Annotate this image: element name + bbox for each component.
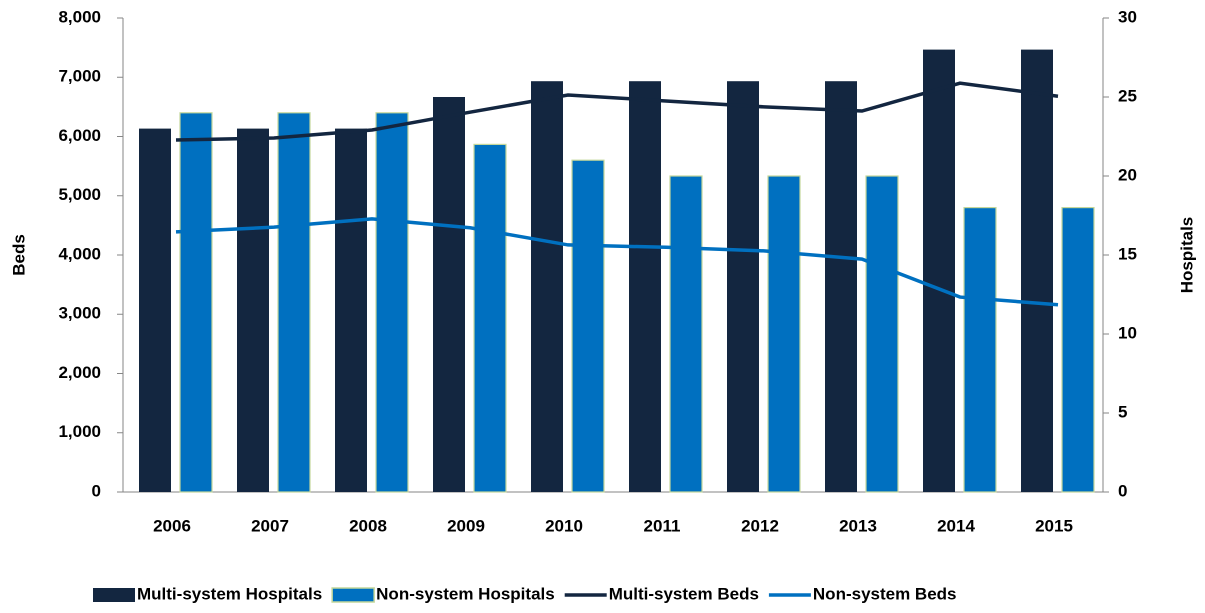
y-tick-label: 1,000 [58, 422, 101, 441]
legend-swatch [331, 587, 375, 603]
x-tick-label: 2007 [251, 516, 289, 535]
legend-label: Non-system Beds [813, 584, 957, 603]
y2-tick-label: 20 [1118, 165, 1137, 184]
y-tick-label: 8,000 [58, 7, 101, 26]
bar [571, 159, 605, 493]
y-axis-title: Beds [9, 234, 28, 276]
bar [865, 175, 899, 493]
y2-tick-label: 30 [1118, 7, 1137, 26]
bar [1021, 49, 1053, 492]
bar [531, 81, 563, 492]
y2-tick-label: 0 [1118, 481, 1127, 500]
bar [237, 128, 269, 492]
y-tick-label: 6,000 [58, 126, 101, 145]
x-tick-label: 2013 [839, 516, 877, 535]
x-tick-label: 2014 [937, 516, 975, 535]
bar [629, 81, 661, 492]
y-tick-label: 3,000 [58, 304, 101, 323]
bar [433, 97, 465, 492]
line [175, 81, 1059, 142]
bar [473, 143, 507, 493]
y-tick-label: 2,000 [58, 363, 101, 382]
bar [669, 175, 703, 493]
x-tick-label: 2008 [349, 516, 387, 535]
bar [923, 49, 955, 492]
x-tick-label: 2011 [644, 516, 681, 535]
legend-swatch [93, 588, 135, 602]
y-tick-label: 4,000 [58, 244, 101, 263]
bar [963, 207, 997, 493]
bar [825, 81, 857, 492]
x-tick-label: 2015 [1035, 516, 1073, 535]
y2-tick-label: 15 [1118, 244, 1137, 263]
x-tick-label: 2012 [741, 516, 779, 535]
y2-axis-title: Hospitals [1177, 217, 1196, 294]
y-tick-label: 0 [92, 481, 101, 500]
line [175, 217, 1059, 307]
bar [139, 128, 171, 492]
y2-tick-label: 10 [1118, 323, 1137, 342]
bar [277, 112, 311, 493]
bar [335, 128, 367, 492]
legend-label: Non-system Hospitals [376, 584, 555, 603]
bar [1061, 207, 1095, 493]
x-tick-label: 2010 [545, 516, 583, 535]
bar [727, 81, 759, 492]
y-tick-label: 5,000 [58, 185, 101, 204]
y-tick-label: 7,000 [58, 67, 101, 86]
x-tick-label: 2009 [447, 516, 485, 535]
bar [179, 112, 213, 493]
y2-tick-label: 25 [1118, 86, 1137, 105]
legend-label: Multi-system Beds [609, 584, 759, 603]
legend-label: Multi-system Hospitals [137, 584, 322, 603]
x-tick-label: 2006 [153, 516, 191, 535]
bar [375, 112, 409, 493]
y2-tick-label: 5 [1118, 402, 1127, 421]
bar [767, 175, 801, 493]
